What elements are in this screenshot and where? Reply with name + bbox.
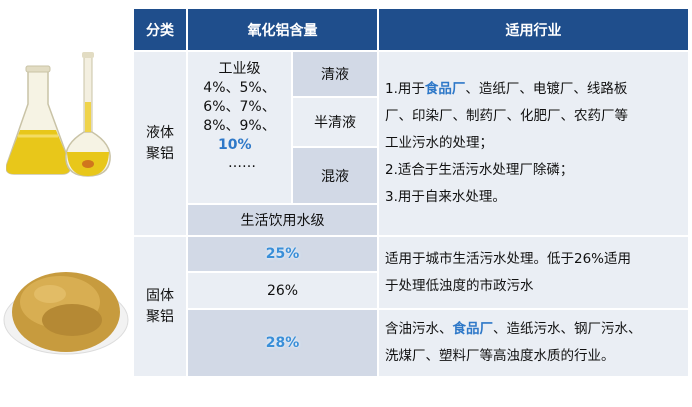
powder-image	[3, 272, 129, 355]
percent-line: 6%、7%、	[203, 99, 276, 115]
drinking-water-grade: 生活饮用水级	[186, 203, 379, 237]
value-25-text: 25%	[265, 246, 300, 262]
percent-line: 8%、9%、	[203, 118, 276, 134]
table-header-row: 分类 氧化铝含量 适用行业	[132, 7, 690, 52]
app-line: 工业污水的处理；	[385, 135, 493, 151]
liquid-type-semi-clear: 半清液	[291, 96, 379, 148]
app-text: 1.用于	[385, 81, 425, 97]
value-28-text: 28%	[265, 335, 300, 351]
table-row: 生活饮用水级	[133, 203, 689, 237]
category-liquid-line2: 聚铝	[146, 145, 174, 162]
food-factory-link: 食品厂	[424, 81, 466, 97]
percent-more: ……	[228, 155, 256, 171]
app-line: 于处理低浊度的市政污水	[385, 277, 534, 294]
app-line: 厂、印染厂、制药厂、化肥厂、农药厂等	[385, 108, 628, 124]
app-line: 3.用于自来水处理。	[385, 189, 506, 205]
solid-application-b: 含油污水、食品厂、造纸污水、钢厂污水、 洗煤厂、塑料厂等高浊度水质的行业。	[377, 308, 690, 378]
app-text: 、造纸厂、电镀厂、线路板	[465, 81, 628, 97]
liquid-type-clear: 清液	[291, 50, 379, 98]
solid-value-26: 26%	[186, 271, 379, 310]
header-application: 适用行业	[377, 7, 690, 52]
table-row: 半清液	[133, 96, 689, 148]
solid-application-a: 适用于城市生活污水处理。低于26%适用 于处理低浊度的市政污水	[377, 235, 690, 310]
category-solid-line1: 固体	[146, 287, 174, 304]
header-category: 分类	[132, 7, 188, 52]
header-alumina-content: 氧化铝含量	[186, 7, 379, 52]
industrial-grade-cell: 工业级 4%、5%、 6%、7%、 8%、9%、 10% ……	[186, 50, 293, 205]
app-line: 2.适合于生活污水处理厂除磷；	[385, 162, 574, 178]
food-factory-link: 食品厂	[452, 321, 494, 337]
category-solid-line2: 聚铝	[146, 308, 174, 325]
solid-value-28: 28%	[186, 308, 379, 378]
liquid-application-cell: 1.用于食品厂、造纸厂、电镀厂、线路板 厂、印染厂、制药厂、化肥厂、农药厂等 工…	[377, 50, 690, 237]
app-line: 适用于城市生活污水处理。低于26%适用	[385, 250, 632, 267]
percent-highlight: 10%	[218, 137, 252, 153]
liquid-flask-image	[6, 52, 111, 177]
product-table: 分类 氧化铝含量 适用行业 液体 聚铝 工业级 4%、5%、 6%、7%、 8%…	[132, 7, 690, 378]
app-line: 1.用于食品厂、造纸厂、电镀厂、线路板	[385, 76, 688, 103]
category-liquid-line1: 液体	[146, 124, 174, 141]
app-text: 、造纸污水、钢厂污水、	[493, 321, 642, 337]
table-row: 26%	[133, 271, 689, 310]
app-line: 含油污水、食品厂、造纸污水、钢厂污水、	[385, 316, 688, 343]
table-row: 28% 含油污水、食品厂、造纸污水、钢厂污水、 洗煤厂、塑料厂等高浊度水质的行业…	[133, 308, 690, 378]
table-row: 液体 聚铝 工业级 4%、5%、 6%、7%、 8%、9%、 10% …… 清液…	[132, 50, 690, 237]
table-row: 混液	[133, 146, 689, 205]
category-solid: 固体 聚铝	[132, 235, 188, 378]
solid-value-25: 25%	[186, 235, 379, 273]
app-line: 洗煤厂、塑料厂等高浊度水质的行业。	[385, 348, 615, 364]
category-liquid: 液体 聚铝	[132, 50, 188, 237]
percent-line: 4%、5%、	[203, 80, 276, 96]
app-text: 含油污水、	[385, 321, 453, 337]
liquid-type-mixed: 混液	[291, 146, 379, 205]
table-row: 固体 聚铝 25% 适用于城市生活污水处理。低于26%适用 于处理低浊度的市政污…	[132, 235, 690, 378]
industrial-grade-label: 工业级	[218, 61, 261, 77]
